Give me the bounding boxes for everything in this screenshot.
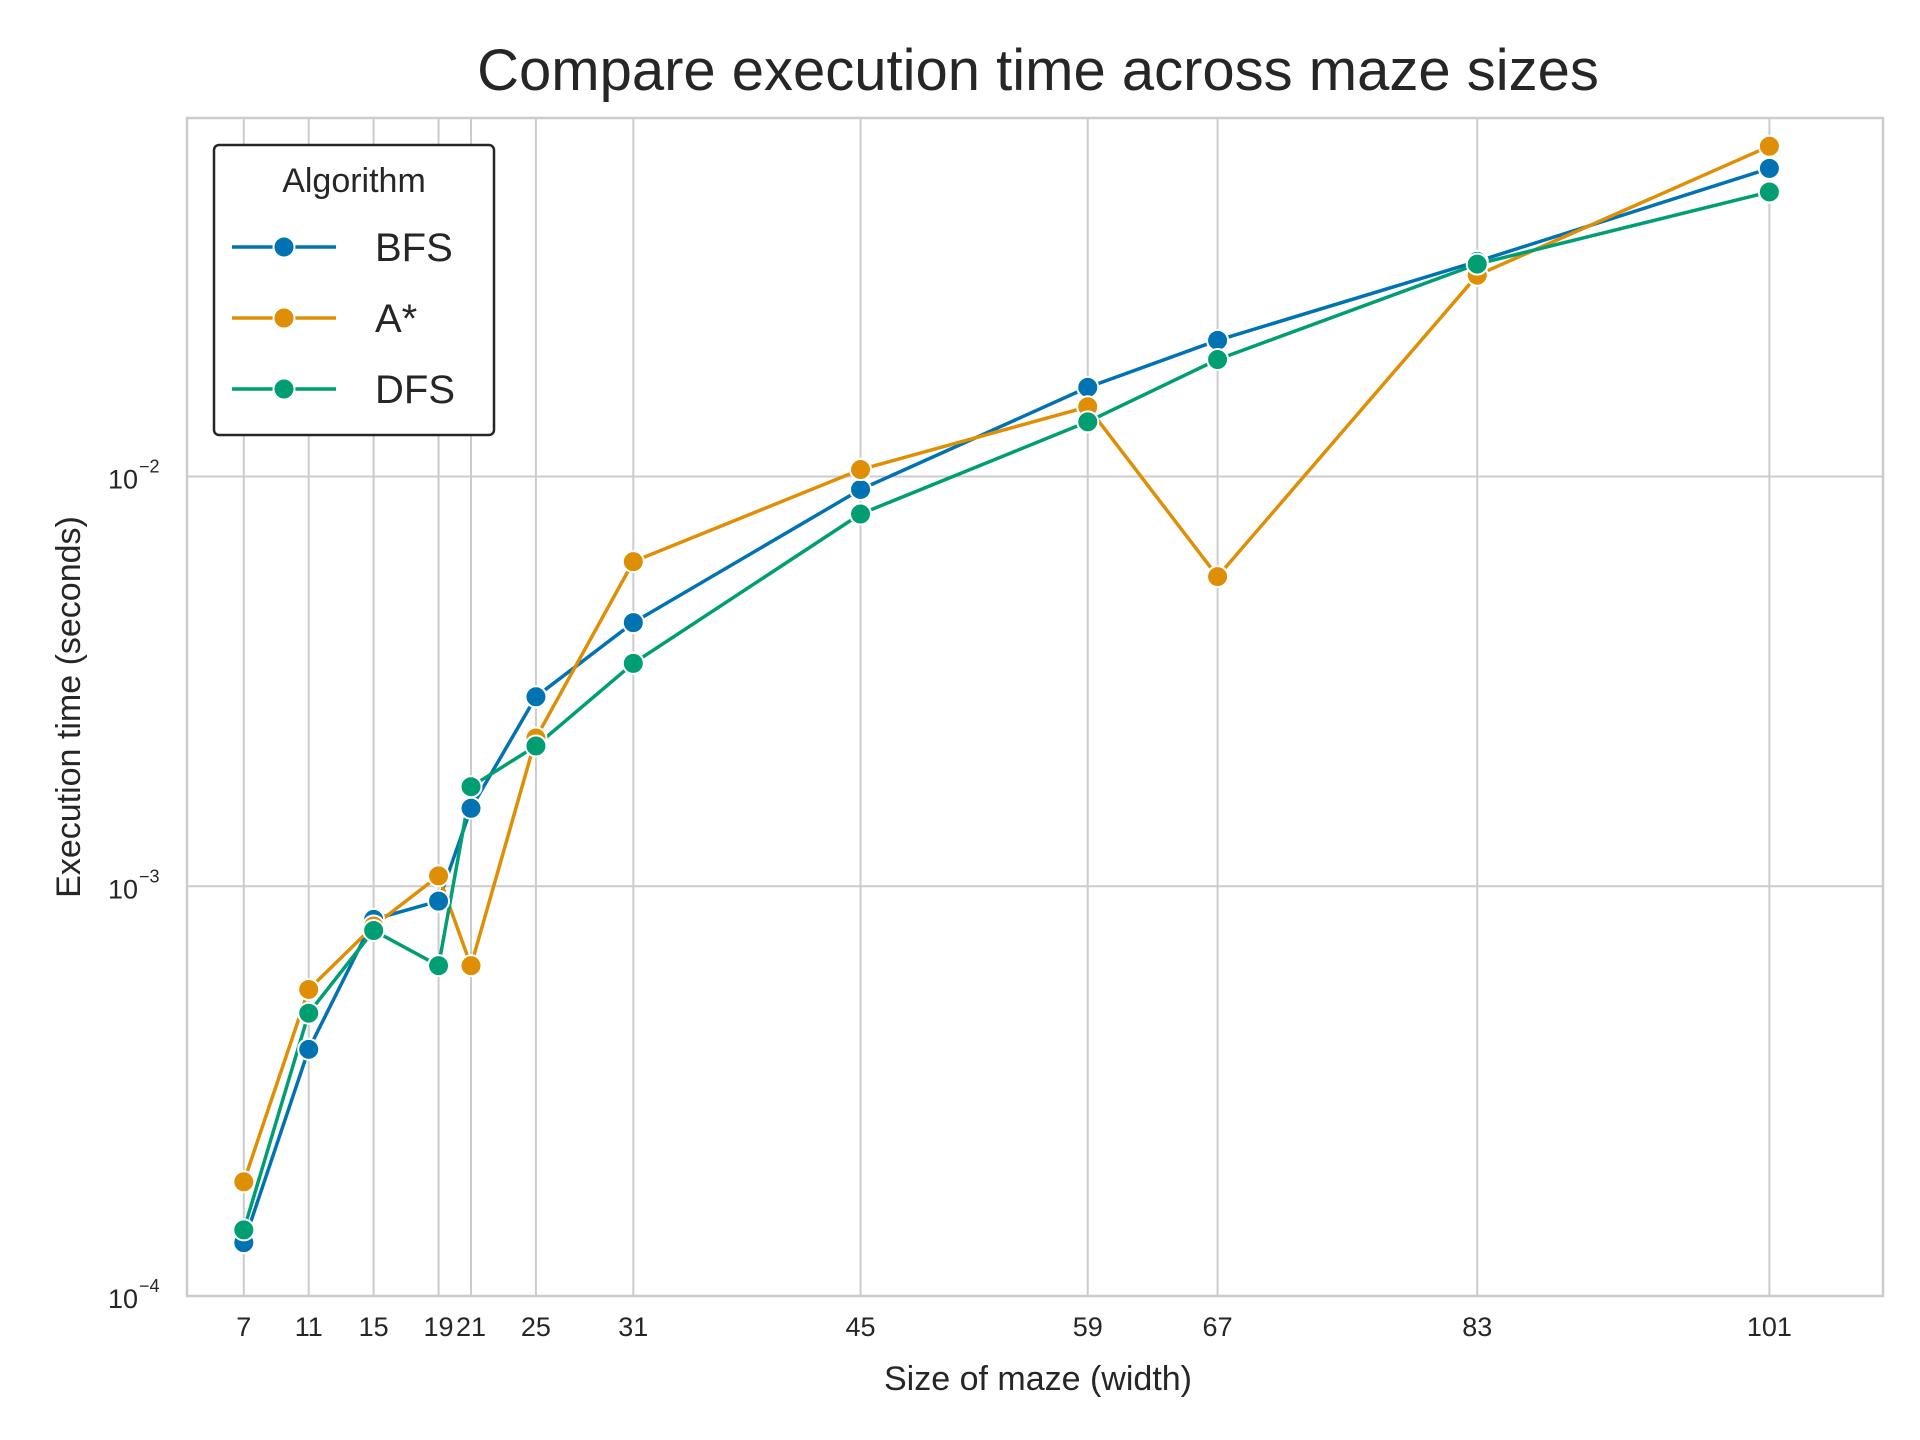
series-line (242, 144, 1771, 1183)
legend: Algorithm BFS A* DFS (212, 143, 496, 437)
data-point (1757, 156, 1781, 180)
x-axis-label: Size of maze (width) (884, 1360, 1192, 1398)
data-point (621, 651, 645, 675)
data-point (849, 502, 873, 526)
legend-label: A* (375, 297, 417, 341)
y-tick-exponent: −4 (139, 1276, 160, 1296)
data-point (1757, 134, 1781, 158)
data-point (1757, 180, 1781, 204)
data-point (1206, 328, 1230, 352)
data-point (232, 1218, 256, 1242)
series-lines (242, 144, 1771, 1244)
data-point (297, 1037, 321, 1061)
data-point (621, 611, 645, 635)
x-tick-label: 7 (236, 1312, 251, 1342)
data-point (1206, 348, 1230, 372)
legend-marker (272, 235, 296, 259)
legend-box (212, 143, 496, 437)
x-tick-label: 101 (1747, 1312, 1792, 1342)
data-point (232, 1170, 256, 1194)
x-tick-label: 45 (846, 1312, 876, 1342)
data-point (849, 477, 873, 501)
data-point (297, 977, 321, 1001)
legend-label: DFS (375, 368, 455, 412)
data-point (362, 918, 386, 942)
x-tick-label: 19 (424, 1312, 454, 1342)
data-point (1076, 410, 1100, 434)
series-markers (232, 134, 1781, 1255)
data-point (427, 889, 451, 913)
y-tick-labels: 10−410−310−2 (108, 457, 160, 1314)
legend-title: Algorithm (282, 162, 426, 200)
legend-label: BFS (375, 226, 453, 270)
legend-marker (272, 306, 296, 330)
data-point (849, 458, 873, 482)
chart-title: Compare execution time across maze sizes (477, 38, 1599, 103)
plot-frame (185, 116, 1885, 1298)
x-tick-labels: 7 11 15 19 21 25 31 45 59 67 83 101 (236, 1312, 1792, 1342)
y-tick-exponent: −2 (139, 457, 160, 477)
data-point (524, 685, 548, 709)
x-tick-label: 83 (1462, 1312, 1492, 1342)
data-point (427, 954, 451, 978)
x-tick-label: 31 (618, 1312, 648, 1342)
y-axis-label: Execution time (seconds) (50, 516, 88, 898)
data-point (459, 796, 483, 820)
series-line (242, 166, 1770, 1244)
data-point (1206, 565, 1230, 589)
data-point (1076, 375, 1100, 399)
data-point (427, 864, 451, 888)
x-tick-label: 15 (359, 1312, 389, 1342)
data-point (297, 1001, 321, 1025)
data-point (1465, 252, 1489, 276)
y-tick-label: 10 (108, 1284, 138, 1314)
data-point (459, 775, 483, 799)
x-tick-label: 67 (1203, 1312, 1233, 1342)
legend-marker (272, 377, 296, 401)
x-tick-label: 25 (521, 1312, 551, 1342)
x-tick-label: 59 (1073, 1312, 1103, 1342)
y-tick-label: 10 (108, 465, 138, 495)
data-point (621, 550, 645, 574)
x-tick-label: 11 (295, 1312, 323, 1342)
x-tick-label: 21 (456, 1312, 486, 1342)
data-point (459, 954, 483, 978)
data-point (524, 734, 548, 758)
y-tick-label: 10 (108, 874, 138, 904)
y-tick-exponent: −3 (139, 866, 160, 886)
series-line (242, 190, 1770, 1231)
